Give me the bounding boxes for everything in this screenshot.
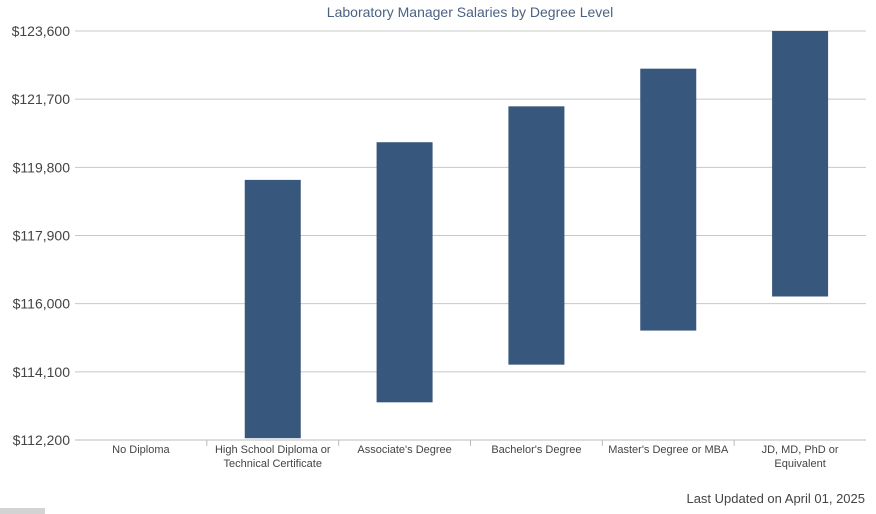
range-bar[interactable] xyxy=(244,179,301,439)
x-tick-label: JD, MD, PhD or Equivalent xyxy=(762,444,839,470)
chart-title: Laboratory Manager Salaries by Degree Le… xyxy=(327,4,613,20)
last-updated-note: Last Updated on April 01, 2025 xyxy=(686,491,865,506)
x-tick-label-line: High School Diploma or xyxy=(215,444,331,456)
x-tick-label: Master's Degree or MBA xyxy=(608,444,729,456)
y-tick-label: $119,800 xyxy=(13,159,71,175)
x-tick-label-line: No Diploma xyxy=(112,444,170,456)
x-tick-label-line: JD, MD, PhD or xyxy=(762,444,839,456)
x-tick-label-line: Technical Certificate xyxy=(224,458,322,470)
y-tick-label: $116,000 xyxy=(13,296,71,312)
y-tick-label: $123,600 xyxy=(12,23,71,39)
range-bar[interactable] xyxy=(640,68,697,331)
x-tick-label-line: Equivalent xyxy=(774,458,825,470)
range-bar[interactable] xyxy=(508,106,565,365)
x-tick-label-line: Bachelor's Degree xyxy=(491,444,581,456)
y-tick-label: $112,200 xyxy=(13,432,71,448)
range-bar[interactable] xyxy=(772,31,829,297)
x-tick-label-line: Master's Degree or MBA xyxy=(608,444,729,456)
range-bar[interactable] xyxy=(376,142,433,403)
scroll-tab[interactable] xyxy=(0,508,45,514)
x-tick-label: High School Diploma or Technical Certific… xyxy=(215,444,331,470)
x-axis-ticks: No Diploma High School Diploma or Technica… xyxy=(112,444,839,470)
grid-lines xyxy=(75,30,866,446)
y-axis-ticks: $112,200 $114,100 $116,000 $117,900 $119,800… xyxy=(12,23,71,448)
x-tick-label: Associate's Degree xyxy=(357,444,451,456)
x-tick-label: Bachelor's Degree xyxy=(491,444,581,456)
y-tick-label: $117,900 xyxy=(13,228,71,244)
y-tick-label: $114,100 xyxy=(13,364,71,380)
x-tick-label: No Diploma xyxy=(112,444,170,456)
range-bars xyxy=(244,31,829,439)
y-tick-label: $121,700 xyxy=(12,91,71,107)
x-tick-label-line: Associate's Degree xyxy=(357,444,451,456)
